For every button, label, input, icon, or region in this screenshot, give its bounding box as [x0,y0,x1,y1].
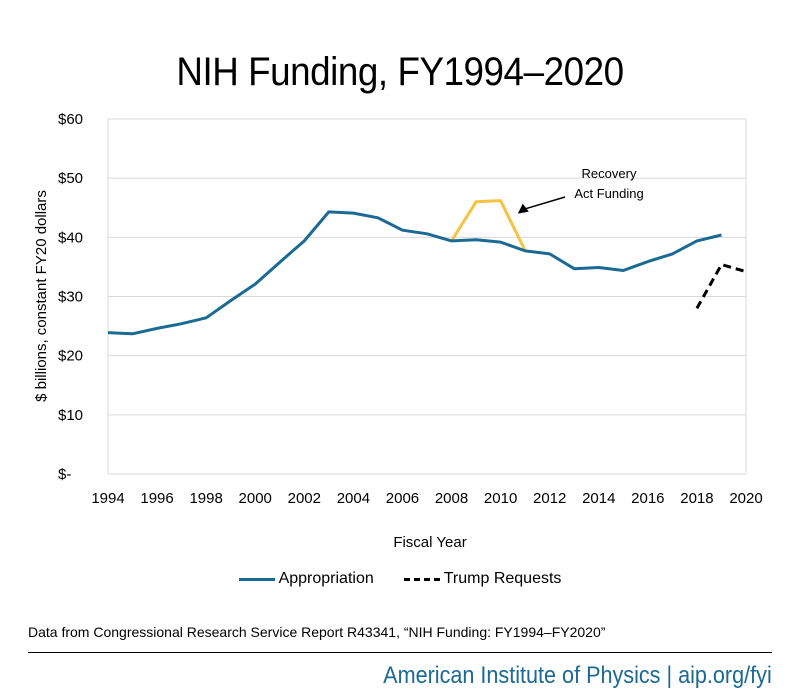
annotation-text: Act Funding [574,186,643,201]
y-tick-label: $60 [58,111,83,128]
series-line-appropriation [107,210,722,336]
x-axis-ticks: 1994 1996 1998 2000 2002 2004 2006 2008 2010 2012… [91,490,762,507]
legend: Appropriation Trump Requests [0,570,800,588]
legend-item-appropriation: Appropriation [238,570,374,588]
x-tick-label: 1994 [91,490,124,507]
x-tick-label: 1998 [189,490,222,507]
x-tick-label: 2004 [337,490,370,507]
x-tick-label: 2014 [582,490,615,507]
series-line-recovery-act-funding [450,199,527,252]
series-line-trump-requests [695,263,747,310]
y-tick-label: $50 [58,170,83,187]
chart-title: NIH Funding, FY1994–2020 [176,50,624,94]
legend-swatch-solid [238,577,275,581]
y-tick-label: $30 [58,289,83,306]
divider [28,652,772,653]
annotation-arrow-shaft [525,196,566,210]
legend-label: Appropriation [278,570,374,587]
source-note: Data from Congressional Research Service… [28,624,606,640]
annotation-arrow-head [517,203,529,214]
y-axis-label: $ billions, constant FY20 dollars [33,190,50,402]
legend-item-trump-requests: Trump Requests [403,570,562,588]
x-tick-label: 2018 [680,490,713,507]
y-tick-label: $20 [58,348,83,365]
gridlines [107,118,747,475]
line-chart: $- $10 $20 $30 $40 $50 $60 1994 1996 1998 2000 200… [33,111,763,551]
x-tick-label: 2010 [484,490,517,507]
annotation: Recovery Act Funding [517,166,644,214]
annotation-text: Recovery [582,166,637,181]
x-tick-label: 2016 [631,490,664,507]
x-axis-label: Fiscal Year [393,534,466,551]
x-tick-label: 2012 [533,490,566,507]
x-tick-label: 2000 [239,490,272,507]
footer-branding: American Institute of Physics | aip.org/… [383,662,772,689]
x-tick-label: 2008 [435,490,468,507]
x-tick-label: 1996 [140,490,173,507]
y-tick-label: $10 [58,407,83,424]
y-tick-label: $40 [58,229,83,246]
legend-label: Trump Requests [443,570,562,587]
y-tick-label: $- [58,466,71,483]
x-tick-label: 2020 [729,490,762,507]
x-tick-label: 2002 [288,490,321,507]
series-lines [107,199,747,336]
y-axis-ticks: $- $10 $20 $30 $40 $50 $60 [58,111,83,483]
x-tick-label: 2006 [386,490,419,507]
legend-swatch-dashed [403,577,440,581]
